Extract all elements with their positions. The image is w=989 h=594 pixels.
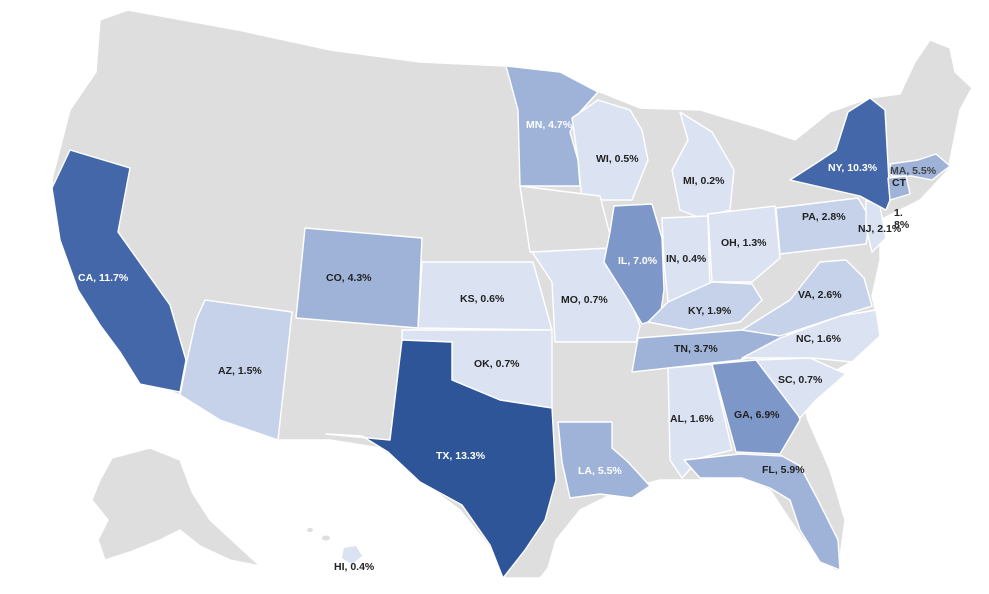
label-OK: OK, 0.7% [474,358,520,370]
state-PA[interactable] [775,197,871,255]
hawaii-islands [322,535,330,541]
state-TX[interactable] [325,339,557,579]
label-NJ: NJ, 2.1% [858,223,902,235]
state-MA[interactable] [889,153,951,181]
state-LA[interactable] [557,421,651,499]
label-AZ: AZ, 1.5% [218,365,262,377]
label-CA: CA, 11.7% [78,272,129,284]
label-CT-value-2: 8% [894,219,910,231]
state-FL[interactable] [683,453,841,571]
label-MN: MN, 4.7% [526,119,573,131]
label-SC: SC, 0.7% [778,374,823,386]
label-CO: CO, 4.3% [326,272,372,284]
state-NC[interactable] [741,309,881,363]
label-AL: AL, 1.6% [670,413,714,425]
state-HI[interactable] [342,546,362,564]
label-KY: KY, 1.9% [688,305,732,317]
hawaii-islands [307,528,313,532]
label-TX: TX, 13.3% [436,450,486,462]
label-MA: MA, 5.5% [890,165,937,177]
label-TN: TN, 3.7% [674,343,718,355]
state-KY[interactable] [647,281,763,331]
data-states [51,65,951,579]
label-HI: HI, 0.4% [334,561,375,573]
state-VA[interactable] [741,259,873,337]
state-CA[interactable] [51,149,187,393]
label-MO: MO, 0.7% [561,294,608,306]
label-IL: IL, 7.0% [618,255,658,267]
label-VA: VA, 2.6% [798,289,842,301]
state-AZ[interactable] [179,299,293,441]
state-labels: CA, 11.7% AZ, 1.5% CO, 4.3% KS, 0.6% OK,… [78,119,937,573]
label-FL: FL, 5.9% [762,464,805,476]
label-NY: NY, 10.3% [828,162,878,174]
alaska [91,447,261,567]
label-IN: IN, 0.4% [666,253,707,265]
state-MN[interactable] [505,65,599,187]
label-CT-value-1: 1. [894,207,903,219]
state-OH[interactable] [707,205,781,283]
label-LA: LA, 5.5% [578,465,622,477]
state-NY[interactable] [789,97,891,211]
label-GA: GA, 6.9% [734,409,780,421]
label-KS: KS, 0.6% [460,293,505,305]
label-CT: CT [892,177,907,189]
label-WI: WI, 0.5% [596,153,639,165]
state-IA [519,185,615,253]
label-OH: OH, 1.3% [721,237,767,249]
label-NC: NC, 1.6% [796,333,842,345]
label-MI: MI, 0.2% [683,175,725,187]
label-PA: PA, 2.8% [802,211,846,223]
state-CT[interactable] [887,175,911,201]
state-WI[interactable] [571,99,649,201]
